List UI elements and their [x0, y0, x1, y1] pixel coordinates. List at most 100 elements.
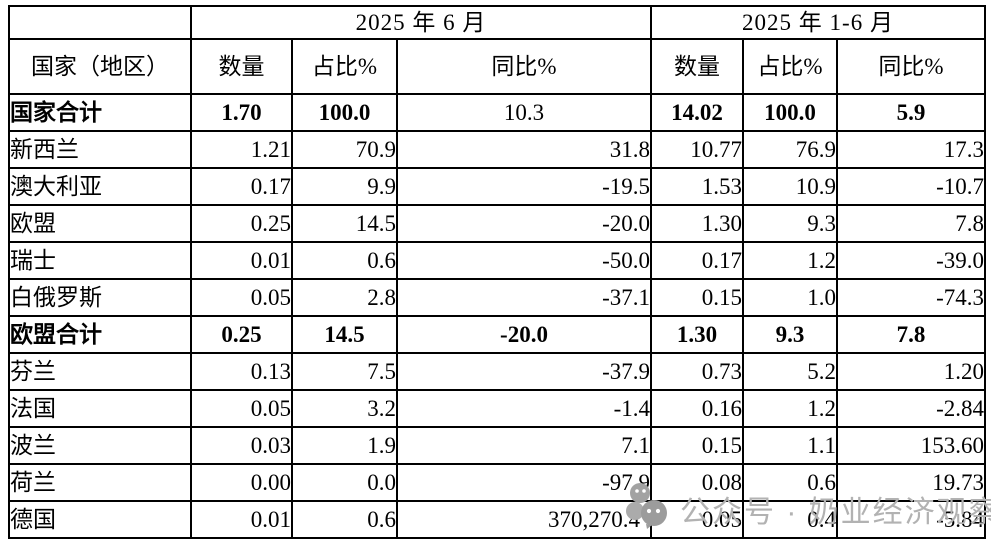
value-cell: 1.1 [742, 426, 838, 465]
value-cell: 0.6 [742, 463, 838, 502]
table-row: 荷兰 0.00 0.0 -97.9 0.08 0.6 19.73 [8, 463, 987, 502]
value-cell: 0.16 [650, 389, 744, 428]
country-name: 澳大利亚 [8, 167, 192, 206]
table-row: 澳大利亚 0.17 9.9 -19.5 1.53 10.9 -10.7 [8, 167, 987, 206]
value-cell: 0.0 [291, 463, 398, 502]
table-row: 新西兰 1.21 70.9 31.8 10.77 76.9 17.3 [8, 130, 987, 169]
value-cell: -20.0 [396, 204, 652, 243]
table-row: 法国 0.05 3.2 -1.4 0.16 1.2 -2.84 [8, 389, 987, 428]
value-cell: 0.13 [190, 352, 293, 391]
value-cell: 70.9 [291, 130, 398, 169]
value-cell: 0.03 [190, 426, 293, 465]
value-cell: 100.0 [742, 93, 838, 132]
column-header-yoy-1: 同比% [396, 38, 652, 95]
value-cell: 0.05 [190, 278, 293, 317]
country-name: 瑞士 [8, 241, 192, 280]
value-cell: 3.2 [291, 389, 398, 428]
value-cell: 1.0 [742, 278, 838, 317]
value-cell: -19.5 [396, 167, 652, 206]
value-cell: 2.8 [291, 278, 398, 317]
corner-cell [8, 5, 192, 40]
value-cell: 7.5 [291, 352, 398, 391]
country-name: 芬兰 [8, 352, 192, 391]
value-cell: 0.73 [650, 352, 744, 391]
value-cell: 100.0 [291, 93, 398, 132]
value-cell: -1.4 [396, 389, 652, 428]
value-cell: 14.02 [650, 93, 744, 132]
value-cell: 1.53 [650, 167, 744, 206]
country-name: 国家合计 [8, 93, 192, 132]
table-row: 欧盟合计 0.25 14.5 -20.0 1.30 9.3 7.8 [8, 315, 987, 354]
value-cell: -2.84 [835, 389, 987, 428]
value-cell: 5.2 [742, 352, 838, 391]
value-cell: 19.73 [835, 463, 987, 502]
value-cell: 0.00 [190, 463, 293, 502]
value-cell: 370,270.4 [396, 500, 652, 539]
value-cell: 31.8 [396, 130, 652, 169]
value-cell: -10.7 [835, 167, 987, 206]
table-row: 芬兰 0.13 7.5 -37.9 0.73 5.2 1.20 [8, 352, 987, 391]
value-cell: 0.17 [190, 167, 293, 206]
value-cell: -39.0 [835, 241, 987, 280]
value-cell: -97.9 [396, 463, 652, 502]
value-cell: 0.25 [190, 315, 293, 354]
value-cell: -5.84 [835, 500, 987, 539]
value-cell: 0.08 [650, 463, 744, 502]
value-cell: 5.9 [835, 93, 987, 132]
value-cell: 7.1 [396, 426, 652, 465]
value-cell: 0.01 [190, 241, 293, 280]
value-cell: 0.01 [190, 500, 293, 539]
value-cell: 0.15 [650, 278, 744, 317]
column-header-yoy-2: 同比% [835, 38, 987, 95]
value-cell: 14.5 [291, 204, 398, 243]
value-cell: 9.9 [291, 167, 398, 206]
value-cell: 0.6 [291, 241, 398, 280]
country-name: 欧盟 [8, 204, 192, 243]
table-row: 欧盟 0.25 14.5 -20.0 1.30 9.3 7.8 [8, 204, 987, 243]
value-cell: 14.5 [291, 315, 398, 354]
value-cell: 0.17 [650, 241, 744, 280]
country-name: 德国 [8, 500, 192, 539]
country-name: 白俄罗斯 [8, 278, 192, 317]
column-header-share-2: 占比% [742, 38, 838, 95]
country-name: 欧盟合计 [8, 315, 192, 354]
value-cell: 10.3 [396, 93, 652, 132]
export-stats-table: 2025 年 6 月 2025 年 1-6 月 国家（地区） 数量 占比% 同比… [8, 5, 987, 539]
table-header: 2025 年 6 月 2025 年 1-6 月 国家（地区） 数量 占比% 同比… [8, 5, 987, 95]
country-name: 波兰 [8, 426, 192, 465]
column-header-quantity-2: 数量 [650, 38, 744, 95]
value-cell: 0.05 [190, 389, 293, 428]
value-cell: 0.05 [650, 500, 744, 539]
value-cell: 7.8 [835, 315, 987, 354]
value-cell: 0.4 [742, 500, 838, 539]
value-cell: 1.20 [835, 352, 987, 391]
value-cell: 1.2 [742, 241, 838, 280]
value-cell: 1.21 [190, 130, 293, 169]
column-header-country: 国家（地区） [8, 38, 192, 95]
period-header-june: 2025 年 6 月 [190, 5, 652, 40]
table-body: 国家合计 1.70 100.0 10.3 14.02 100.0 5.9 新西兰 1.21 70.… [8, 93, 987, 539]
country-name: 法国 [8, 389, 192, 428]
value-cell: 153.60 [835, 426, 987, 465]
table-row: 瑞士 0.01 0.6 -50.0 0.17 1.2 -39.0 [8, 241, 987, 280]
value-cell: 1.70 [190, 93, 293, 132]
period-header-jan-june: 2025 年 1-6 月 [649, 5, 987, 40]
value-cell: 0.15 [650, 426, 744, 465]
value-cell: -74.3 [835, 278, 987, 317]
table-row: 国家合计 1.70 100.0 10.3 14.02 100.0 5.9 [8, 93, 987, 132]
value-cell: 0.6 [291, 500, 398, 539]
value-cell: 1.30 [650, 204, 744, 243]
value-cell: 76.9 [742, 130, 838, 169]
value-cell: 9.3 [742, 204, 838, 243]
value-cell: 7.8 [835, 204, 987, 243]
table-row: 波兰 0.03 1.9 7.1 0.15 1.1 153.60 [8, 426, 987, 465]
country-name: 新西兰 [8, 130, 192, 169]
value-cell: 10.77 [650, 130, 744, 169]
value-cell: 1.2 [742, 389, 838, 428]
period-header-row: 2025 年 6 月 2025 年 1-6 月 [8, 5, 987, 40]
value-cell: 9.3 [742, 315, 838, 354]
table-row: 白俄罗斯 0.05 2.8 -37.1 0.15 1.0 -74.3 [8, 278, 987, 317]
value-cell: -50.0 [396, 241, 652, 280]
column-header-quantity-1: 数量 [190, 38, 293, 95]
value-cell: -37.9 [396, 352, 652, 391]
